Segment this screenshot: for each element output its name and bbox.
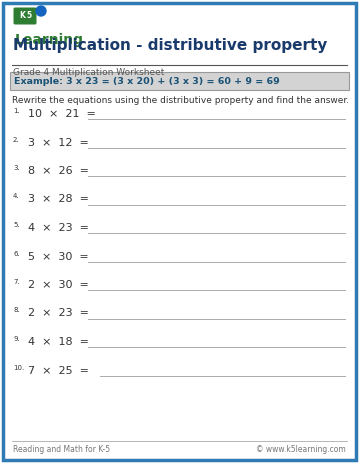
- Text: Example: 3 x 23 = (3 x 20) + (3 x 3) = 60 + 9 = 69: Example: 3 x 23 = (3 x 20) + (3 x 3) = 6…: [14, 76, 280, 86]
- Text: 2  ×  30  =: 2 × 30 =: [28, 280, 89, 290]
- Text: 5  ×  30  =: 5 × 30 =: [28, 251, 89, 262]
- Text: 8  ×  26  =: 8 × 26 =: [28, 166, 89, 176]
- Text: 9.: 9.: [13, 336, 20, 342]
- Text: 2  ×  23  =: 2 × 23 =: [28, 308, 89, 319]
- Text: 6.: 6.: [13, 250, 20, 257]
- FancyBboxPatch shape: [14, 7, 37, 25]
- Text: 5.: 5.: [13, 222, 20, 228]
- Text: 5: 5: [26, 12, 31, 20]
- Text: Reading and Math for K-5: Reading and Math for K-5: [13, 445, 110, 454]
- Text: © www.k5learning.com: © www.k5learning.com: [256, 445, 346, 454]
- Text: 4.: 4.: [13, 194, 20, 200]
- Text: 10  ×  21  =: 10 × 21 =: [28, 109, 96, 119]
- Text: 3.: 3.: [13, 165, 20, 171]
- FancyBboxPatch shape: [3, 3, 356, 460]
- Text: 8.: 8.: [13, 307, 20, 313]
- Text: 7.: 7.: [13, 279, 20, 285]
- Text: 1.: 1.: [13, 108, 20, 114]
- Text: 2.: 2.: [13, 137, 20, 143]
- Text: Learning: Learning: [15, 33, 84, 47]
- Text: 10.: 10.: [13, 364, 24, 370]
- Text: 3  ×  12  =: 3 × 12 =: [28, 138, 89, 148]
- Text: Multiplication - distributive property: Multiplication - distributive property: [13, 38, 327, 53]
- Text: 4  ×  23  =: 4 × 23 =: [28, 223, 89, 233]
- Text: 7  ×  25  =: 7 × 25 =: [28, 365, 89, 375]
- Text: Grade 4 Multiplication Worksheet: Grade 4 Multiplication Worksheet: [13, 68, 164, 77]
- Text: K: K: [19, 12, 25, 20]
- FancyBboxPatch shape: [10, 72, 349, 90]
- Text: Rewrite the equations using the distributive property and find the answer.: Rewrite the equations using the distribu…: [12, 96, 349, 105]
- Circle shape: [36, 6, 46, 16]
- Text: 4  ×  18  =: 4 × 18 =: [28, 337, 89, 347]
- Text: 3  ×  28  =: 3 × 28 =: [28, 194, 89, 205]
